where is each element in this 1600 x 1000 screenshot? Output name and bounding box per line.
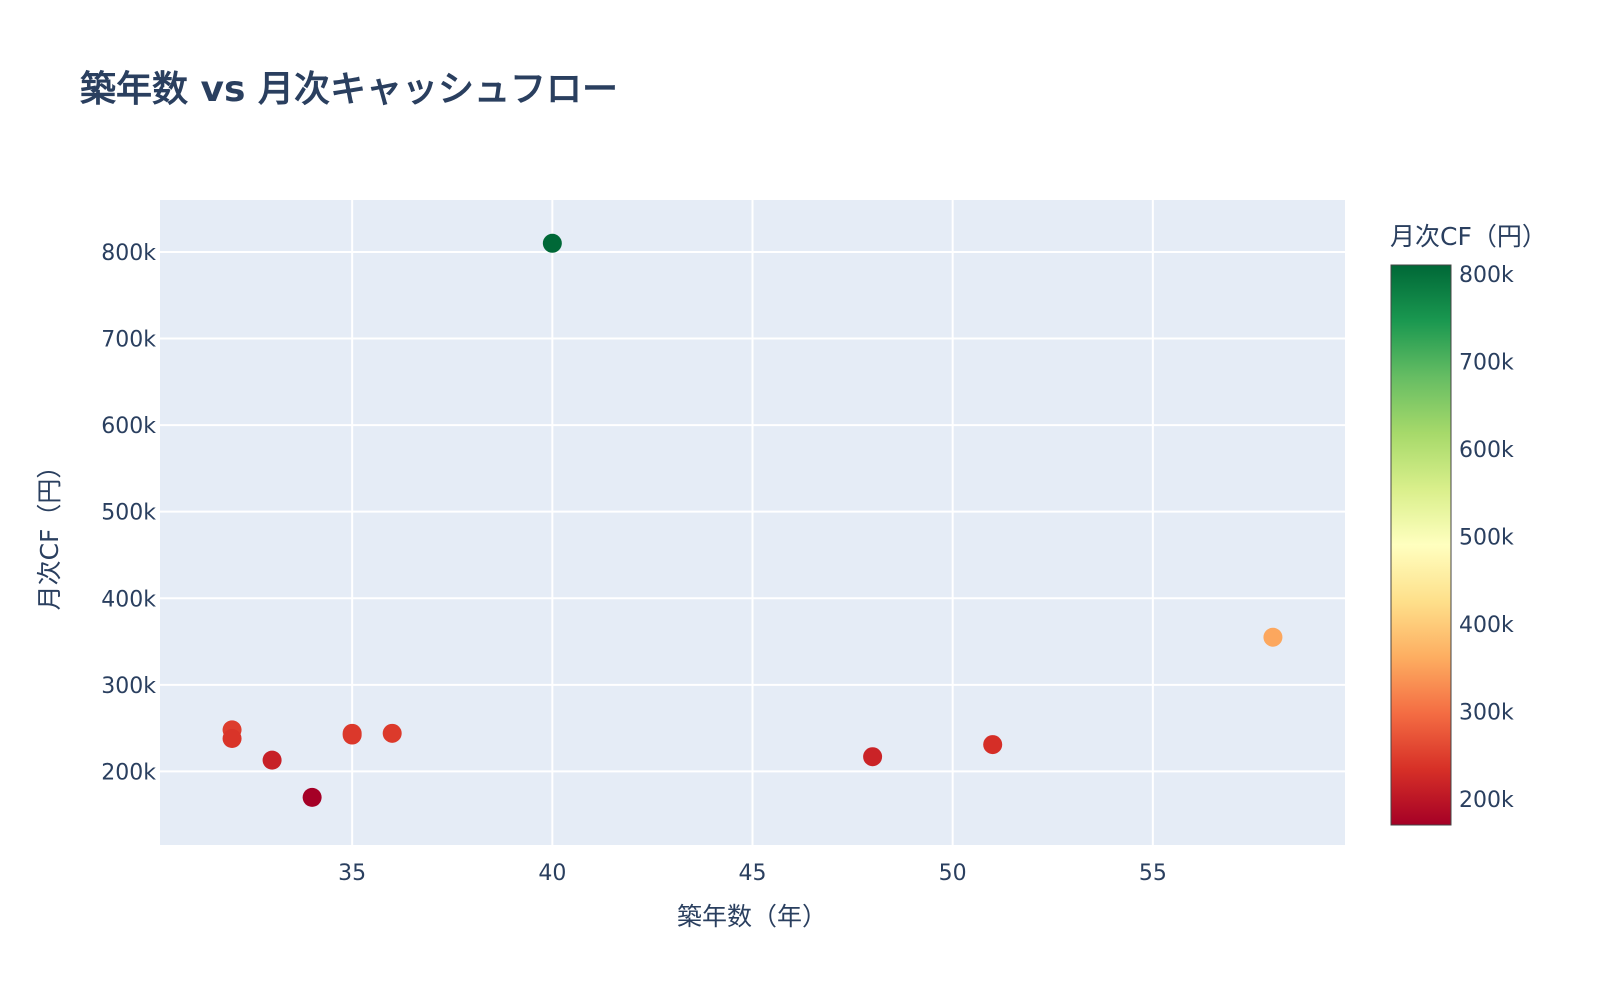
data-point	[983, 735, 1003, 755]
data-point	[542, 233, 562, 253]
x-tick-label: 35	[338, 861, 366, 886]
colorbar-gradient	[1390, 264, 1452, 826]
colorbar-tick-label: 300k	[1459, 700, 1514, 725]
x-axis-title: 築年数（年）	[677, 902, 827, 931]
data-point	[863, 747, 883, 767]
colorbar-tick-label: 400k	[1459, 613, 1514, 638]
data-point	[302, 787, 322, 807]
data-point	[342, 725, 362, 745]
y-tick-label: 400k	[101, 587, 156, 612]
y-tick-label: 300k	[101, 674, 156, 699]
colorbar-tick-label: 800k	[1459, 263, 1514, 288]
colorbar-title: 月次CF（円）	[1390, 222, 1547, 251]
colorbar-tick-label: 600k	[1459, 438, 1514, 463]
data-point	[382, 723, 402, 743]
y-axis-title: 月次CF（円）	[35, 454, 64, 611]
colorbar-tick-label: 500k	[1459, 525, 1514, 550]
colorbar-tick-label: 200k	[1459, 788, 1514, 813]
x-tick-label: 45	[739, 861, 767, 886]
x-tick-label: 40	[538, 861, 566, 886]
data-point	[262, 750, 282, 770]
y-gridlines	[160, 250, 1345, 773]
data-points	[222, 233, 1283, 807]
y-tick-label: 800k	[101, 241, 156, 266]
x-tick-labels: 35 40 45 50 55	[338, 861, 1167, 886]
chart-title: 築年数 vs 月次キャッシュフロー	[80, 69, 618, 110]
colorbar: 月次CF（円） 200k 300k 400k 500k 600k 700k 800k	[1390, 222, 1547, 826]
y-tick-label: 600k	[101, 414, 156, 439]
y-tick-labels: 200k 300k 400k 500k 600k 700k 800k	[101, 241, 156, 785]
colorbar-tick-label: 700k	[1459, 350, 1514, 375]
colorbar-tick-labels: 200k 300k 400k 500k 600k 700k 800k	[1459, 263, 1514, 813]
x-tick-label: 55	[1139, 861, 1167, 886]
y-tick-label: 500k	[101, 501, 156, 526]
data-point	[1263, 627, 1283, 647]
data-point	[222, 729, 242, 749]
x-gridlines	[351, 200, 1154, 845]
x-tick-label: 50	[939, 861, 967, 886]
y-tick-label: 200k	[101, 760, 156, 785]
y-tick-label: 700k	[101, 328, 156, 353]
